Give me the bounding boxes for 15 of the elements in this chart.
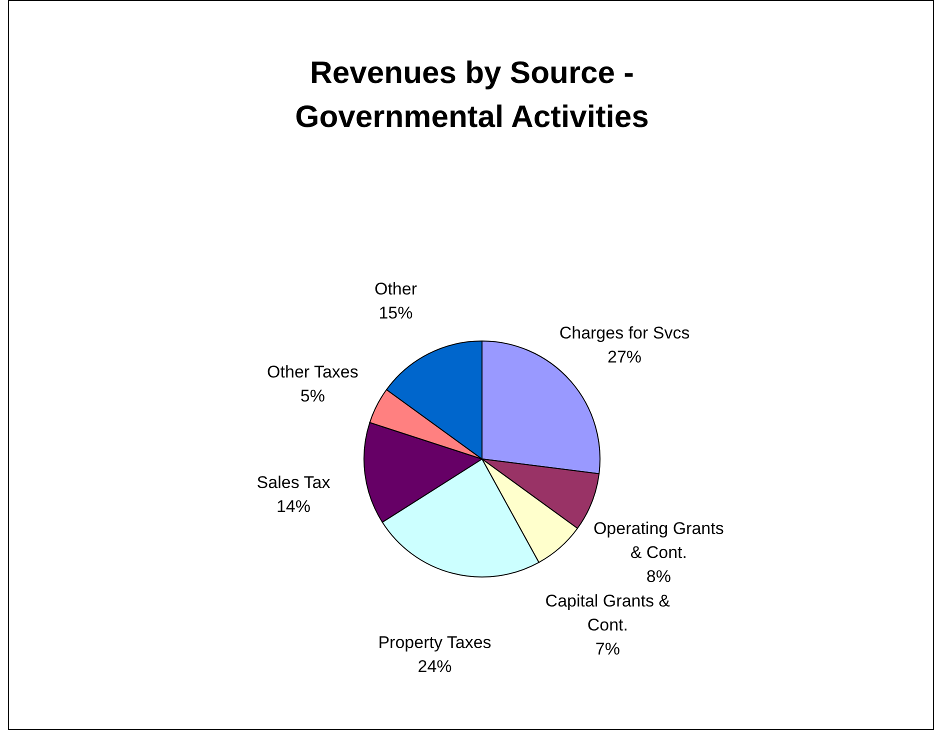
slice-label: Other Taxes [267,362,358,382]
slice-label: Property Taxes [378,633,492,652]
data-label: 7% [595,640,620,659]
data-label: 5% [300,386,325,406]
slice-label: Charges for Svcs [559,323,690,342]
data-label: 24% [418,657,452,676]
slice-label: Capital Grants & Cont. [545,592,671,635]
slice-label: Other [374,280,418,299]
data-label: 14% [276,496,311,516]
slice-label: Sales Tax [256,472,331,492]
data-label: 15% [378,304,413,323]
data-label: 8% [646,566,671,586]
chart-title: Revenues by Source - Governmental Activities [295,55,649,134]
data-label: 27% [608,347,642,366]
slice-label: Operating Grants & Cont. [593,518,724,562]
